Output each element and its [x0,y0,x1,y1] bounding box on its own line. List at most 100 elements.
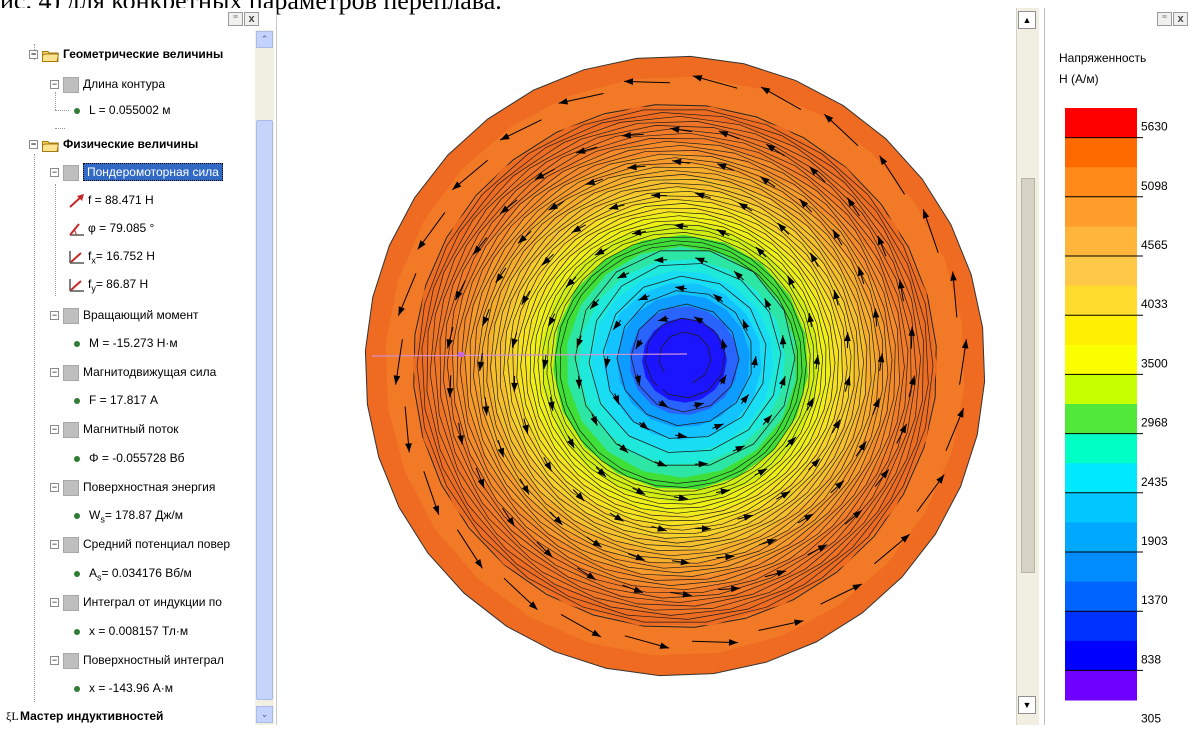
tree-value-text: x = 0.008157 Тл·м [89,624,188,638]
tree-value-text: A [89,566,97,580]
tree-value-text: φ = 79.085 ° [88,221,154,235]
tree-group-geometry[interactable]: − Геометрические величины [29,44,223,64]
collapse-toggle[interactable]: − [50,483,59,492]
quantity-icon [63,537,79,553]
tree-item-surface-integral[interactable]: −Поверхностный интеграл [50,650,224,670]
quantity-icon [63,365,79,381]
scroll-down-button[interactable]: ⌄ [256,706,273,723]
tree-value-force[interactable]: f = 88.471 Н [68,190,154,210]
collapse-toggle[interactable]: − [50,656,59,665]
tree-value-torque[interactable]: M = -15.273 Н·м [70,333,178,353]
legend-tick-label: 1370 [1141,593,1168,607]
legend-color-band [1065,138,1137,168]
force-y-icon [68,277,86,293]
tree-group-physics[interactable]: − Физические величины [29,134,198,154]
magnetic-field-plot[interactable] [330,8,1020,725]
close-button[interactable]: x [1173,12,1188,26]
collapse-toggle[interactable]: − [50,425,59,434]
scroll-down-button[interactable]: ▼ [1018,696,1036,714]
tree-item-induction-integral[interactable]: −Интеграл от индукции по [50,592,222,612]
legend-color-band [1065,582,1137,612]
tree-value-angle[interactable]: φ = 79.085 ° [68,218,154,238]
value-bullet-icon [74,571,80,577]
tree-item-inductance-master[interactable]: ξLМастер индуктивностей [6,706,163,725]
collapse-toggle[interactable]: − [50,598,59,607]
tree-value-text: = 16.752 Н [96,249,155,263]
tree-item-mmf[interactable]: −Магнитодвижущая сила [50,362,216,382]
value-bullet-icon [74,686,80,692]
legend-color-band [1065,108,1137,138]
tree-group-label: Геометрические величины [63,47,223,61]
legend-color-band [1065,226,1137,256]
angle-icon [68,221,86,237]
scroll-up-button[interactable]: ⌃ [256,31,273,48]
quantity-icon [63,165,79,181]
legend-color-band [1065,345,1137,375]
close-button[interactable]: x [244,12,259,26]
properties-tree-panel: ⁼ x − Геометрические величины − Длина конт… [0,8,277,725]
value-bullet-icon [74,456,80,462]
collapse-toggle[interactable]: − [50,311,59,320]
tree-value-induction-integral[interactable]: x = 0.008157 Тл·м [70,621,188,641]
collapse-toggle[interactable]: − [29,140,38,149]
tree-value-text: = 86.87 Н [96,277,148,291]
legend-color-band [1065,463,1137,493]
tree-value-contour-length[interactable]: L = 0.055002 м [70,100,171,120]
tree-value-mmf[interactable]: F = 17.817 А [70,390,158,410]
field-plot-area[interactable] [330,8,1020,725]
legend-color-band [1065,315,1137,345]
value-bullet-icon [74,513,80,519]
tree-item-ponderomotive-force[interactable]: −Пондеромоторная сила [50,162,223,182]
tree-item-label: Мастер индуктивностей [20,709,163,723]
tree-item-torque[interactable]: −Вращающий момент [50,305,198,325]
collapse-toggle[interactable]: − [50,540,59,549]
legend-tick-label: 2435 [1141,475,1168,489]
tree-item-contour-length[interactable]: − Длина контура [50,74,165,94]
scroll-thumb[interactable] [256,120,273,700]
legend-tick-label: 4033 [1141,297,1168,311]
legend-tick-label: 1903 [1141,534,1168,548]
collapse-toggle[interactable]: − [50,168,59,177]
tree-value-mean-potential[interactable]: As= 0.034176 Вб/м [70,563,192,583]
tree-item-surface-energy[interactable]: − Поверхностная энергия [50,477,215,497]
tree-value-text: = 0.034176 Вб/м [102,566,192,580]
tree-value-surface-integral[interactable]: x = -143.96 А·м [70,678,173,698]
section-marker [458,352,464,357]
tree-item-label: Средний потенциал повер [83,537,230,551]
tree-group-label: Физические величины [63,137,198,151]
collapse-toggle[interactable]: − [50,368,59,377]
legend-color-band [1065,167,1137,197]
legend-color-band [1065,670,1137,700]
legend-tick-label: 2968 [1141,416,1168,430]
restore-button[interactable]: ⁼ [1157,12,1172,26]
tree-value-text: x = -143.96 А·м [89,681,173,695]
scroll-up-button[interactable]: ▲ [1018,11,1036,29]
tree-value-force-y[interactable]: fy= 86.87 Н [68,274,148,294]
scroll-thumb[interactable] [1021,178,1035,573]
restore-button[interactable]: ⁼ [228,12,243,26]
tree-value-flux[interactable]: Φ = -0.055728 Вб [70,448,185,468]
legend-color-band [1065,374,1137,404]
quantity-icon [63,308,79,324]
legend-color-band [1065,493,1137,523]
tree-scrollbar[interactable]: ⌃ ⌄ [255,30,274,725]
force-x-icon [68,249,86,265]
plot-vertical-scrollbar[interactable]: ▲ ▼ [1016,8,1039,725]
legend-color-band [1065,256,1137,286]
force-vector-icon [68,193,86,209]
value-bullet-icon [74,341,80,347]
tree-item-flux[interactable]: −Магнитный поток [50,419,179,439]
collapse-toggle[interactable]: − [50,80,59,89]
legend-unit: H (А/м) [1059,72,1099,86]
tree-value-surface-energy[interactable]: Ws= 178.87 Дж/м [70,505,183,525]
tree-item-label: Поверхностная энергия [83,480,215,494]
open-folder-icon [42,138,59,151]
quantity-icon [63,653,79,669]
quantity-icon [63,77,79,93]
collapse-toggle[interactable]: − [29,50,38,59]
tree-value-text: f = 88.471 Н [88,193,154,207]
tree-item-mean-potential[interactable]: − Средний потенциал повер [50,534,230,554]
tree-value-text: M = -15.273 Н·м [89,336,178,350]
tree-value-force-x[interactable]: fx= 16.752 Н [68,246,155,266]
tree-item-label: Длина контура [83,77,165,91]
